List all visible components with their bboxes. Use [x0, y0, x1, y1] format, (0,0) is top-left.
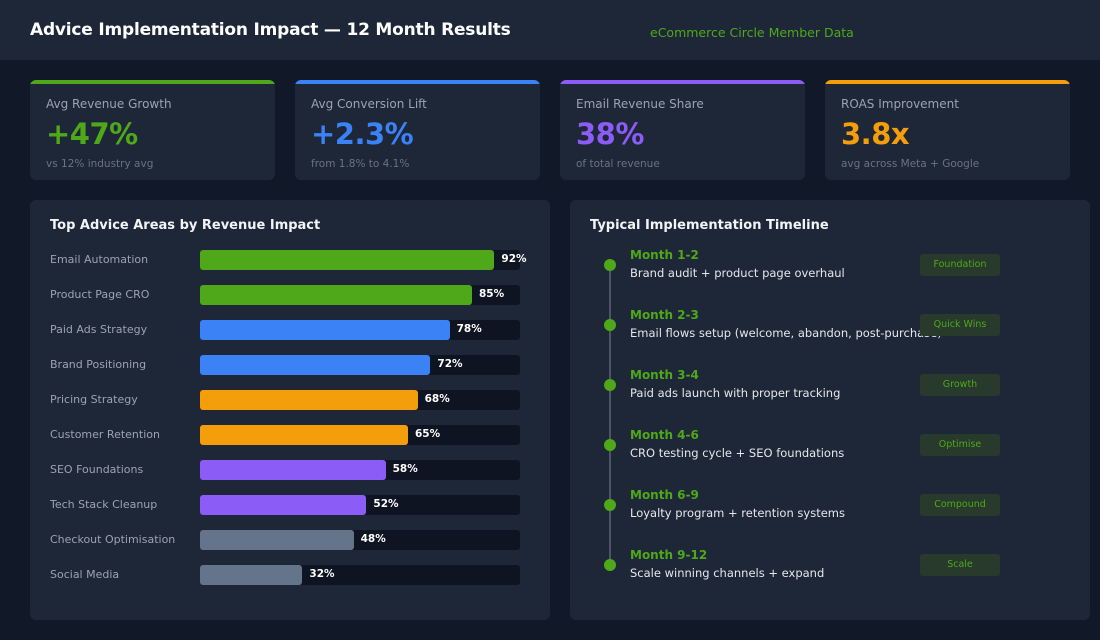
kpi-value: 38%: [576, 117, 644, 151]
bar: [200, 495, 367, 515]
bar-label: Checkout Optimisation: [50, 533, 176, 546]
timeline-month: Month 6-9: [630, 488, 699, 502]
timeline-phase-badge: Compound: [920, 494, 1000, 516]
kpi-card-revenue-growth: Avg Revenue Growth +47% vs 12% industry …: [30, 80, 275, 180]
kpi-card-conversion-lift: Avg Conversion Lift +2.3% from 1.8% to 4…: [295, 80, 540, 180]
timeline-description: Brand audit + product page overhaul: [630, 266, 845, 280]
timeline-phase-badge: Optimise: [920, 434, 1000, 456]
kpi-note: avg across Meta + Google: [841, 158, 980, 170]
timeline-month: Month 4-6: [630, 428, 699, 442]
timeline-description: Scale winning channels + expand: [630, 566, 825, 580]
bar-label: Customer Retention: [50, 428, 160, 441]
timeline-phase-badge: Foundation: [920, 254, 1000, 276]
page-subtitle: eCommerce Circle Member Data: [650, 25, 854, 40]
bar-label: Social Media: [50, 568, 120, 581]
bar: [200, 285, 472, 305]
timeline-description: Email flows setup (welcome, abandon, pos…: [630, 326, 942, 340]
bar-label: Brand Positioning: [50, 358, 147, 371]
bar-label: Paid Ads Strategy: [50, 323, 148, 336]
timeline-month: Month 3-4: [630, 368, 699, 382]
bar-label: SEO Foundations: [50, 463, 144, 476]
kpi-note: from 1.8% to 4.1%: [311, 158, 410, 170]
bar-label: Email Automation: [50, 253, 149, 266]
bar-value-label: 85%: [479, 288, 505, 300]
kpi-note: vs 12% industry avg: [46, 158, 154, 170]
kpi-label: ROAS Improvement: [841, 97, 959, 111]
timeline-phase-badge: Scale: [920, 554, 1000, 576]
bar-label: Pricing Strategy: [50, 393, 138, 406]
bar: [200, 250, 495, 270]
chart-title: Top Advice Areas by Revenue Impact: [50, 218, 321, 233]
timeline-month: Month 2-3: [630, 308, 699, 322]
bar-value-label: 92%: [501, 253, 527, 265]
timeline-line: [609, 265, 611, 565]
timeline-dot: [604, 559, 616, 571]
kpi-accent-bar: [825, 80, 1070, 84]
timeline-month: Month 9-12: [630, 548, 708, 562]
bar-value-label: 65%: [415, 428, 441, 440]
timeline-month: Month 1-2: [630, 248, 699, 262]
bar-label: Product Page CRO: [50, 288, 150, 301]
bar: [200, 425, 408, 445]
kpi-card-email-revenue-share: Email Revenue Share 38% of total revenue: [560, 80, 805, 180]
bar: [200, 320, 450, 340]
page-title: Advice Implementation Impact — 12 Month …: [30, 20, 511, 40]
kpi-accent-bar: [30, 80, 275, 84]
bar-value-label: 32%: [309, 568, 335, 580]
bar: [200, 460, 386, 480]
timeline-dot: [604, 259, 616, 271]
timeline-phase-badge: Growth: [920, 374, 1000, 396]
kpi-value: +2.3%: [311, 117, 414, 151]
bar: [200, 530, 354, 550]
timeline-description: Loyalty program + retention systems: [630, 506, 845, 520]
kpi-accent-bar: [295, 80, 540, 84]
bar-value-label: 48%: [360, 533, 386, 545]
bar: [200, 355, 431, 375]
bar: [200, 565, 303, 585]
timeline-panel: Typical Implementation Timeline Month 1-…: [570, 200, 1090, 620]
bar: [200, 390, 418, 410]
bar-value-label: 72%: [437, 358, 463, 370]
kpi-label: Avg Revenue Growth: [46, 97, 172, 111]
kpi-value: 3.8x: [841, 117, 910, 151]
timeline-phase-badge: Quick Wins: [920, 314, 1000, 336]
kpi-note: of total revenue: [576, 158, 660, 170]
kpi-card-roas-improvement: ROAS Improvement 3.8x avg across Meta + …: [825, 80, 1070, 180]
bar-value-label: 78%: [456, 323, 482, 335]
timeline-dot: [604, 319, 616, 331]
timeline-title: Typical Implementation Timeline: [590, 218, 829, 233]
timeline-dot: [604, 499, 616, 511]
bar-value-label: 52%: [373, 498, 399, 510]
bar-value-label: 58%: [392, 463, 418, 475]
kpi-accent-bar: [560, 80, 805, 84]
timeline-dot: [604, 379, 616, 391]
header-bar: Advice Implementation Impact — 12 Month …: [0, 0, 1100, 60]
advice-areas-chart-panel: Top Advice Areas by Revenue Impact Email…: [30, 200, 550, 620]
bar-value-label: 68%: [424, 393, 450, 405]
timeline-dot: [604, 439, 616, 451]
kpi-value: +47%: [46, 117, 138, 151]
timeline-description: CRO testing cycle + SEO foundations: [630, 446, 845, 460]
bar-label: Tech Stack Cleanup: [50, 498, 158, 511]
timeline-description: Paid ads launch with proper tracking: [630, 386, 841, 400]
kpi-label: Email Revenue Share: [576, 97, 704, 111]
kpi-label: Avg Conversion Lift: [311, 97, 427, 111]
